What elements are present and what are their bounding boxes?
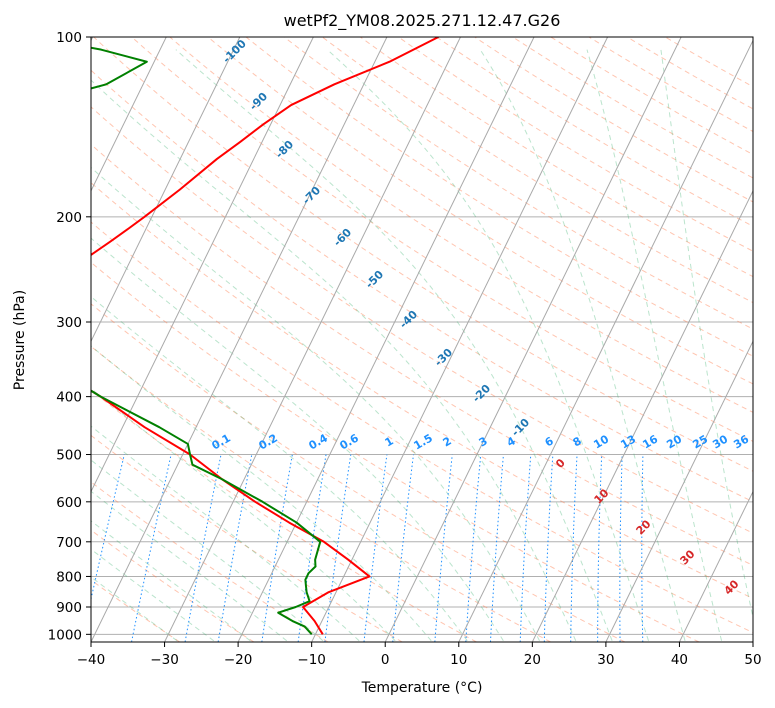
dry-adiabat-line: [91, 69, 753, 503]
isotherm-line: [531, 189, 753, 642]
mixing-ratio-line: [641, 454, 644, 642]
y-tick-label: 900: [56, 600, 82, 616]
y-tick-label: 800: [56, 569, 82, 585]
dry-adiabat-line: [512, 37, 753, 179]
dewpoint-line: [91, 46, 322, 636]
plot-grid: [91, 37, 753, 642]
x-tick-label: −40: [77, 652, 106, 668]
x-tick-label: 30: [597, 652, 614, 668]
y-tick-label: 700: [56, 535, 82, 551]
dry-adiabat-line: [91, 182, 753, 600]
moist-adiabat-line: [91, 166, 540, 641]
moist-adiabat-line: [327, 49, 649, 641]
mixing-ratio-line: [489, 454, 504, 642]
dry-adiabat-line: [91, 143, 753, 566]
mixing-ratio-line: [570, 454, 578, 642]
isotherm-line: [91, 37, 388, 642]
y-tick-label: 600: [56, 495, 82, 511]
isotherm-line: [91, 37, 167, 193]
x-tick-label: 0: [381, 652, 390, 668]
moist-adiabat-line: [91, 296, 468, 642]
isotherm-line: [384, 37, 682, 642]
profile-series: [91, 37, 439, 636]
moist-adiabat-line: [479, 49, 686, 641]
dry-adiabat-line: [398, 37, 753, 252]
y-tick-label: 500: [56, 448, 82, 464]
y-tick-label: 100: [56, 30, 82, 46]
dry-adiabat-line: [93, 37, 753, 472]
dry-adiabat-line: [550, 37, 753, 156]
mixing-ratio-line: [434, 454, 453, 642]
dry-adiabat-line: [91, 261, 700, 642]
moist-adiabat-line: [91, 79, 577, 641]
y-tick-label: 400: [56, 390, 82, 406]
dry-adiabat-line: [360, 37, 753, 278]
moist-adiabat-line: [660, 49, 753, 620]
isotherm-line: [91, 37, 314, 493]
moist-adiabat-line: [91, 425, 360, 642]
mixing-ratio-line: [597, 454, 603, 642]
isotherm-line: [237, 37, 535, 642]
dry-adiabat-line: [91, 221, 753, 634]
y-axis: 100 200 300 400 500 600 700 800 900 1000: [48, 30, 91, 643]
moist-adiabat-line: [175, 49, 613, 641]
isotherm-line: [458, 39, 753, 642]
x-tick-label: −10: [297, 652, 326, 668]
x-axis: −40 −30 −20 −10 0 10 20 30 40 50: [77, 642, 762, 668]
y-axis-label: Pressure (hPa): [12, 290, 28, 390]
mixing-ratio-line: [91, 454, 125, 602]
plot-frame: [90, 36, 754, 643]
x-tick-label: −30: [150, 652, 179, 668]
dry-adiabat-line: [321, 37, 753, 304]
x-axis-label: Temperature (°C): [361, 680, 483, 696]
isotherm-line: [678, 490, 753, 642]
y-tick-label: 1000: [48, 627, 82, 643]
dry-adiabat-line: [131, 37, 753, 442]
moist-adiabat-line: [91, 459, 324, 642]
y-tick-label: 300: [56, 315, 82, 331]
x-tick-label: 10: [450, 652, 467, 668]
dry-adiabat-line: [91, 389, 477, 642]
isotherm-line: [91, 37, 241, 343]
chart-title: wetPf2_YM08.2025.271.12.47.G26: [284, 11, 561, 31]
isotherm-line: [164, 37, 461, 642]
dry-adiabat-line: [169, 37, 753, 413]
isotherm-line: [605, 340, 753, 642]
mixing-ratio-line: [619, 454, 623, 642]
mixing-ratio-line: [543, 454, 554, 642]
temperature-line: [91, 37, 439, 635]
moist-adiabat-line: [91, 345, 432, 642]
isotherm-line: [311, 37, 609, 642]
mixing-ratio-line: [519, 454, 532, 642]
x-tick-label: 40: [671, 652, 688, 668]
x-tick-label: −20: [224, 652, 253, 668]
moist-adiabat-line: [91, 387, 396, 642]
x-tick-label: 20: [524, 652, 541, 668]
mixing-ratio-line: [465, 454, 482, 642]
dry-adiabat-line: [91, 434, 403, 642]
dry-adiabat-line: [91, 303, 626, 642]
x-tick-label: 50: [744, 652, 761, 668]
dry-adiabat-line: [91, 106, 753, 534]
y-tick-label: 200: [56, 210, 82, 226]
